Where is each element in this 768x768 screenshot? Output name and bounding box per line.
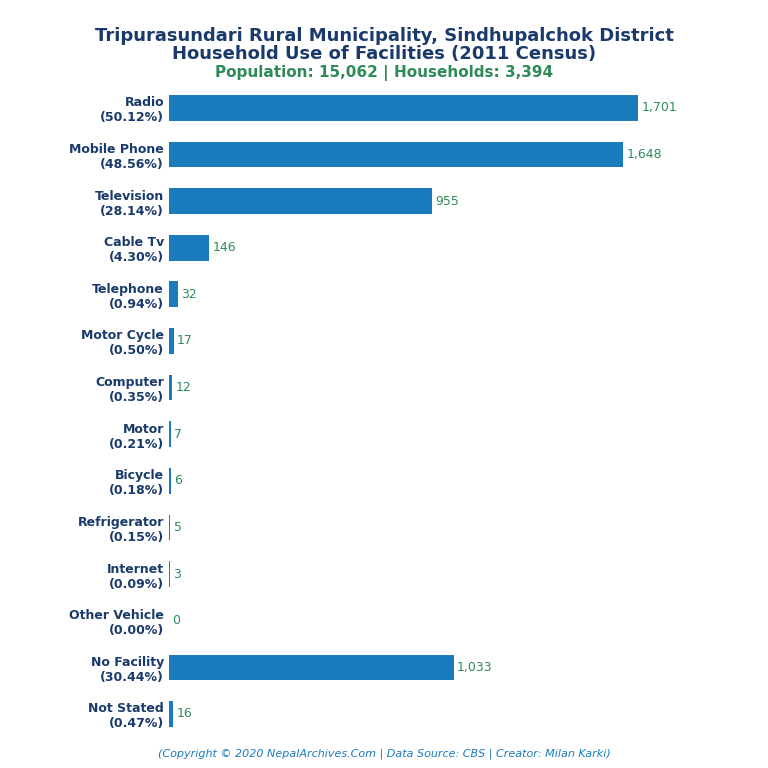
Bar [169,515,170,540]
Bar [169,95,638,121]
Bar [169,561,170,587]
Bar [169,235,209,260]
Text: (Copyright © 2020 NepalArchives.Com | Data Source: CBS | Creator: Milan Karki): (Copyright © 2020 NepalArchives.Com | Da… [157,748,611,759]
Text: 16: 16 [177,707,193,720]
Bar [169,282,177,307]
Text: 5: 5 [174,521,182,534]
Bar [169,468,170,494]
Bar [169,141,624,167]
Bar [169,654,454,680]
Bar [169,701,174,727]
Bar [169,188,432,214]
Bar [169,375,172,400]
Text: 0: 0 [172,614,180,627]
Text: 32: 32 [181,288,197,301]
Text: 1,701: 1,701 [641,101,677,114]
Text: 7: 7 [174,428,182,441]
Text: Population: 15,062 | Households: 3,394: Population: 15,062 | Households: 3,394 [215,65,553,81]
Text: 955: 955 [435,194,459,207]
Text: Household Use of Facilities (2011 Census): Household Use of Facilities (2011 Census… [172,45,596,62]
Text: 146: 146 [213,241,236,254]
Text: 12: 12 [176,381,191,394]
Text: 3: 3 [173,568,181,581]
Bar [169,328,174,354]
Text: 6: 6 [174,475,182,488]
Text: 1,033: 1,033 [457,660,493,674]
Bar [169,422,171,447]
Text: 17: 17 [177,334,193,347]
Text: Tripurasundari Rural Municipality, Sindhupalchok District: Tripurasundari Rural Municipality, Sindh… [94,27,674,45]
Text: 1,648: 1,648 [627,148,662,161]
